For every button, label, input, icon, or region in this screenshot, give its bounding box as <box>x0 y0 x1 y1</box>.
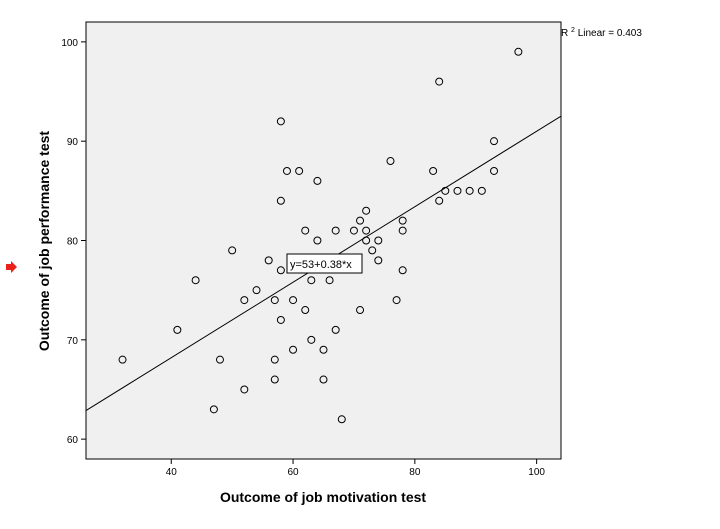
data-point <box>276 266 285 275</box>
data-points <box>118 47 523 424</box>
data-point <box>398 216 407 225</box>
data-point <box>362 206 371 215</box>
data-point <box>490 166 499 175</box>
data-point <box>319 375 328 384</box>
data-point <box>289 296 298 305</box>
data-point <box>264 256 273 265</box>
data-point <box>490 137 499 146</box>
data-point <box>362 236 371 245</box>
equation-label-box: y=53+0.38*x <box>286 253 363 274</box>
data-point <box>429 166 438 175</box>
data-point <box>270 375 279 384</box>
row-marker-arrow <box>6 261 17 273</box>
data-point <box>331 226 340 235</box>
data-point <box>307 276 316 285</box>
data-point <box>270 355 279 364</box>
data-point <box>173 325 182 334</box>
y-axis-title: Outcome of job performance test <box>36 131 52 351</box>
data-point <box>295 166 304 175</box>
data-point <box>453 186 462 195</box>
data-point <box>465 186 474 195</box>
data-point <box>435 77 444 86</box>
data-point <box>392 296 401 305</box>
data-point <box>282 166 291 175</box>
data-point <box>301 226 310 235</box>
data-point <box>307 335 316 344</box>
data-point <box>514 47 523 56</box>
data-point <box>325 276 334 285</box>
data-point <box>331 325 340 334</box>
y-tick-label: 100 <box>61 38 78 49</box>
data-point <box>270 296 279 305</box>
data-point <box>228 246 237 255</box>
y-tick-label: 90 <box>67 137 79 148</box>
data-point <box>349 226 358 235</box>
data-point <box>362 226 371 235</box>
plot-area <box>85 21 562 460</box>
data-point <box>356 216 365 225</box>
data-point <box>118 355 127 364</box>
data-point <box>313 236 322 245</box>
data-point <box>441 186 450 195</box>
data-point <box>209 405 218 414</box>
r2-text: Linear = 0.403 <box>578 28 643 39</box>
r2-prefix: R <box>561 28 568 39</box>
data-point <box>252 286 261 295</box>
data-point <box>374 256 383 265</box>
x-axis-title: Outcome of job motivation test <box>220 489 426 505</box>
data-point <box>276 117 285 126</box>
x-tick-label: 40 <box>166 467 178 478</box>
equation-label: y=53+0.38*x <box>290 259 352 271</box>
data-point <box>398 226 407 235</box>
data-point <box>374 236 383 245</box>
y-tick-label: 70 <box>67 336 79 347</box>
data-point <box>276 196 285 205</box>
data-point <box>337 415 346 424</box>
data-point <box>215 355 224 364</box>
x-tick-label: 100 <box>528 467 545 478</box>
data-point <box>276 315 285 324</box>
data-point <box>386 157 395 166</box>
x-axis: 40 60 80 100 <box>166 459 545 478</box>
r2-superscript: 2 <box>571 27 575 34</box>
data-point <box>313 176 322 185</box>
x-tick-label: 80 <box>409 467 421 478</box>
data-point <box>368 246 377 255</box>
y-tick-label: 60 <box>67 435 79 446</box>
data-point <box>240 296 249 305</box>
r2-label: R 2 Linear = 0.403 <box>561 24 642 39</box>
data-point <box>477 186 486 195</box>
data-point <box>398 266 407 275</box>
data-point <box>289 345 298 354</box>
data-point <box>319 345 328 354</box>
y-tick-label: 80 <box>67 237 79 248</box>
data-point <box>356 306 365 315</box>
y-axis: 60 70 80 90 100 <box>61 38 86 446</box>
data-point <box>191 276 200 285</box>
data-point <box>301 306 310 315</box>
data-point <box>240 385 249 394</box>
data-point <box>435 196 444 205</box>
x-tick-label: 60 <box>287 467 299 478</box>
arrow-icon <box>6 261 17 273</box>
